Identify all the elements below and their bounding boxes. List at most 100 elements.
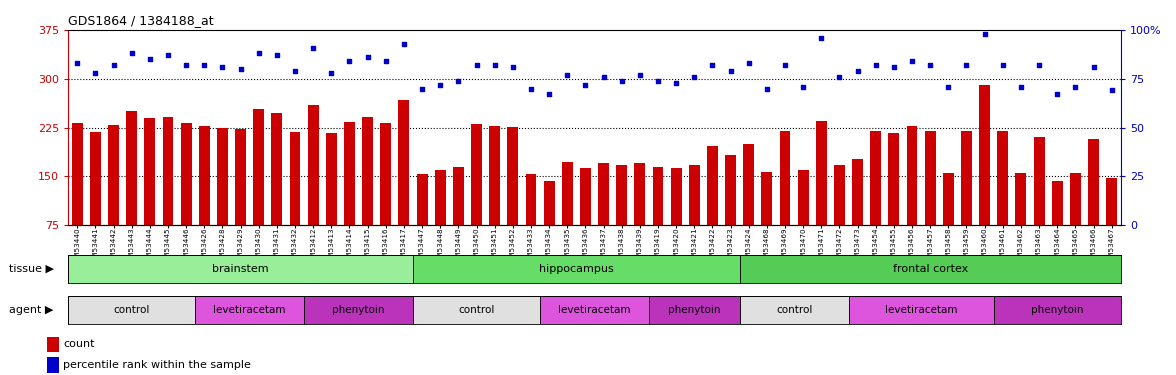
Point [740, 60, 759, 66]
Bar [253, 109, 265, 225]
Point [884, 64, 903, 70]
Bar [543, 182, 555, 225]
Text: hippocampus: hippocampus [539, 264, 614, 274]
Bar [195, 296, 305, 324]
Bar [943, 173, 954, 225]
Point [1102, 87, 1121, 93]
Point [394, 40, 413, 46]
Text: levetiracetam: levetiracetam [884, 305, 957, 315]
Bar [126, 111, 138, 225]
Point [903, 58, 922, 64]
Bar [599, 163, 609, 225]
Bar [453, 166, 463, 225]
Bar [740, 296, 849, 324]
Text: percentile rank within the sample: percentile rank within the sample [64, 360, 252, 370]
Bar [834, 165, 844, 225]
Point [794, 84, 813, 90]
Bar [907, 126, 917, 225]
Bar [399, 99, 409, 225]
Bar [526, 174, 536, 225]
Point [1084, 64, 1103, 70]
Bar [489, 126, 500, 225]
Point [521, 86, 540, 92]
Text: count: count [64, 339, 95, 350]
Bar [580, 168, 590, 225]
Point [630, 72, 649, 78]
Point [105, 62, 123, 68]
Bar [994, 296, 1121, 324]
Bar [780, 131, 790, 225]
Bar [634, 163, 646, 225]
Point [667, 80, 686, 86]
Bar [162, 117, 173, 225]
Text: GDS1864 / 1384188_at: GDS1864 / 1384188_at [68, 15, 214, 27]
Bar [345, 122, 355, 225]
Point [957, 62, 976, 68]
Point [540, 92, 559, 98]
Bar [47, 357, 59, 373]
Point [449, 78, 468, 84]
Text: control: control [114, 305, 149, 315]
Bar [726, 155, 736, 225]
Point [921, 62, 940, 68]
Bar [980, 85, 990, 225]
Bar [1051, 181, 1063, 225]
Point [703, 62, 722, 68]
Bar [308, 105, 319, 225]
Bar [507, 127, 519, 225]
Point [322, 70, 341, 76]
Point [359, 54, 377, 60]
Point [140, 56, 159, 62]
Point [213, 64, 232, 70]
Bar [670, 168, 682, 225]
Bar [997, 131, 1008, 225]
Point [1030, 62, 1049, 68]
Bar [689, 165, 700, 225]
Bar [47, 337, 59, 352]
Bar [72, 123, 82, 225]
Bar [305, 296, 413, 324]
Text: tissue ▶: tissue ▶ [8, 264, 54, 274]
Text: phenytoin: phenytoin [1031, 305, 1083, 315]
Text: agent ▶: agent ▶ [9, 305, 54, 315]
Bar [961, 131, 971, 225]
Text: phenytoin: phenytoin [668, 305, 721, 315]
Bar [91, 132, 101, 225]
Bar [816, 121, 827, 225]
Bar [870, 131, 881, 225]
Point [195, 62, 214, 68]
Point [267, 53, 286, 58]
Point [413, 86, 432, 92]
Bar [380, 123, 392, 225]
Point [594, 74, 613, 80]
Bar [740, 255, 1121, 283]
Bar [797, 170, 809, 225]
Point [757, 86, 776, 92]
Bar [888, 134, 900, 225]
Bar [199, 126, 209, 225]
Point [430, 82, 449, 88]
Text: phenytoin: phenytoin [333, 305, 385, 315]
Bar [562, 162, 573, 225]
Point [576, 82, 595, 88]
Bar [326, 133, 336, 225]
Bar [761, 172, 773, 225]
Point [811, 35, 830, 41]
Bar [413, 255, 740, 283]
Bar [272, 112, 282, 225]
Point [721, 68, 740, 74]
Point [340, 58, 359, 64]
Point [376, 58, 395, 64]
Bar [849, 296, 994, 324]
Bar [743, 144, 754, 225]
Point [994, 62, 1013, 68]
Bar [472, 124, 482, 225]
Bar [540, 296, 649, 324]
Point [975, 31, 994, 37]
Bar [413, 296, 540, 324]
Point [1048, 92, 1067, 98]
Point [176, 62, 195, 68]
Point [486, 62, 505, 68]
Point [232, 66, 250, 72]
Bar [1070, 173, 1081, 225]
